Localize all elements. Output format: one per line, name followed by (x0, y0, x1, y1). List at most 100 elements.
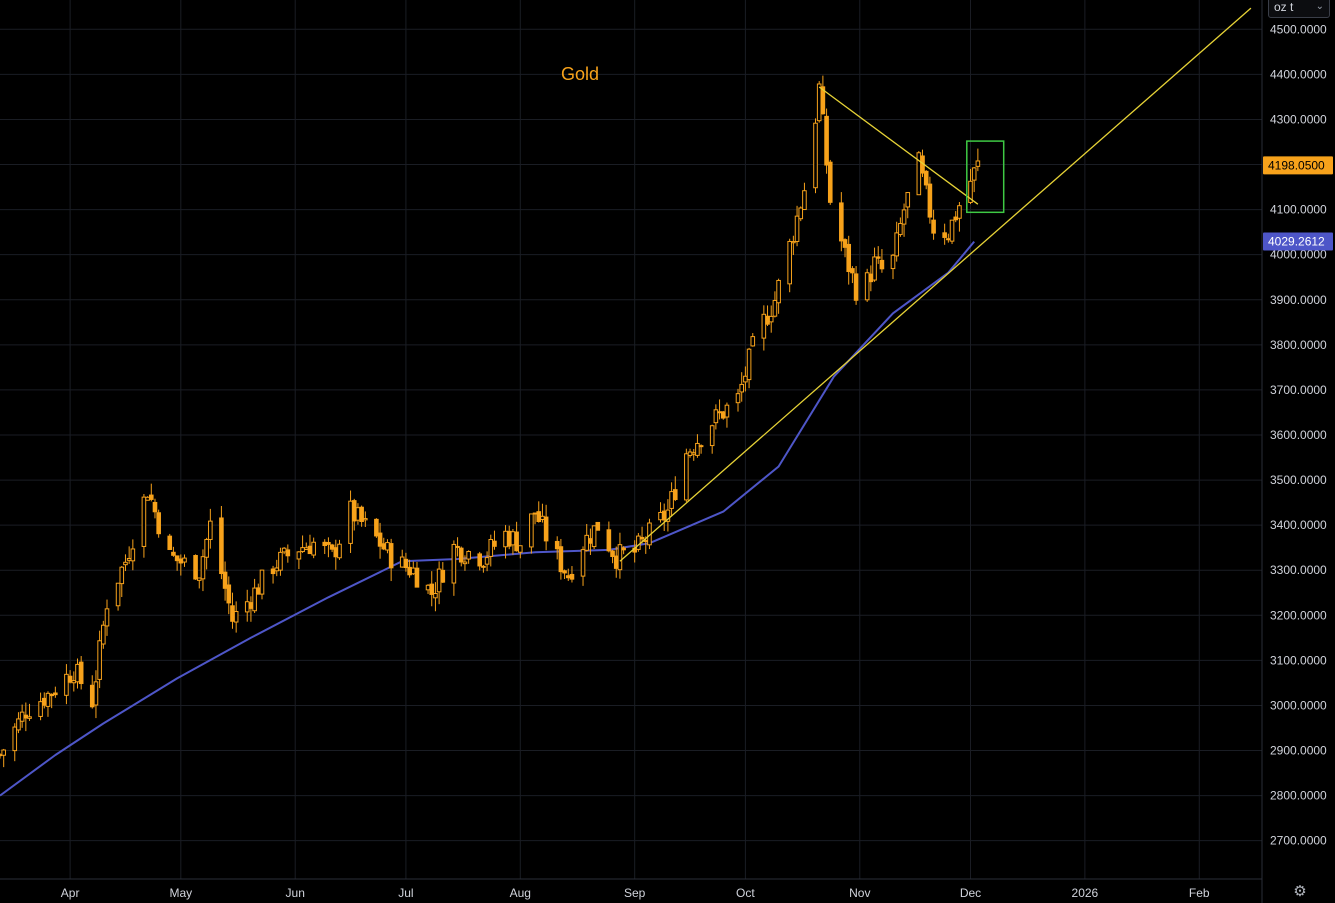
candle-body (296, 551, 302, 560)
price-axis-tick-label: 3200.0000 (1270, 608, 1327, 622)
candle-body (97, 640, 102, 680)
candle (931, 209, 936, 240)
chart-title: Gold (561, 64, 599, 84)
candle-body (842, 239, 848, 248)
candle-body (580, 549, 586, 577)
candle (458, 546, 464, 567)
highlight-box (966, 140, 1005, 214)
candle-body (64, 673, 69, 696)
candle-body (458, 547, 464, 563)
candle (1, 748, 6, 768)
candle (27, 703, 32, 721)
candle-body (462, 561, 468, 565)
candle-body (503, 530, 508, 548)
candle (429, 571, 435, 607)
candle-body (385, 542, 390, 551)
candle (827, 159, 833, 205)
candle-body (975, 160, 981, 167)
candle (595, 521, 601, 531)
candle-body (200, 556, 206, 580)
descending-trendline (818, 86, 979, 205)
candle-body (484, 557, 490, 565)
candle-body (45, 692, 51, 707)
candle-body (1, 749, 6, 756)
candle-body (141, 496, 147, 547)
candle-body (451, 543, 457, 584)
chart-grid (0, 0, 1262, 879)
unit-selector[interactable]: oz t ⌄ (1268, 0, 1330, 18)
candle-body (488, 539, 494, 557)
price-axis-tick-label: 3500.0000 (1270, 473, 1327, 487)
candle-body (968, 180, 973, 203)
candle (377, 522, 383, 559)
candle (772, 291, 778, 318)
candle-body (695, 442, 700, 456)
time-axis-tick-label: Nov (849, 886, 870, 900)
candle-body (905, 192, 911, 208)
candle-body (691, 452, 697, 455)
candle-body (407, 566, 412, 576)
candle-body (824, 115, 829, 166)
candle-body (931, 219, 936, 234)
candle (484, 551, 490, 572)
last-price-tag-background (1263, 156, 1333, 175)
candle-body (595, 521, 601, 531)
candle-body (359, 506, 364, 522)
price-axis-tick-label: 3900.0000 (1270, 293, 1327, 307)
candle (156, 509, 161, 538)
candle-body (377, 532, 383, 547)
candle-body (791, 241, 796, 244)
candle-body (613, 555, 619, 569)
candle-body (643, 540, 649, 543)
candle-body (661, 510, 667, 521)
candle (208, 508, 213, 549)
candle (949, 219, 955, 245)
candle-body (425, 584, 431, 591)
candle (927, 176, 933, 224)
candle-body (152, 501, 158, 513)
candle-body (610, 550, 615, 557)
time-axis[interactable]: Apr May Jun Jul Aug Sep Oct Nov Dec 2026 Feb (61, 886, 1210, 900)
price-axis-tick-label: 3000.0000 (1270, 698, 1327, 712)
candle-body (148, 494, 154, 500)
candle (606, 521, 612, 553)
candle-body (787, 240, 792, 285)
candle-body (529, 513, 534, 548)
ascending-trendline (619, 7, 1252, 562)
candle-body (923, 170, 929, 186)
candle (488, 534, 494, 567)
candle (259, 569, 265, 600)
price-axis-tick-label: 3400.0000 (1270, 518, 1327, 532)
candle (466, 550, 471, 564)
candle-body (433, 593, 438, 599)
gear-icon[interactable]: ⚙ (1293, 883, 1307, 900)
candle-body (591, 525, 597, 548)
candle (123, 554, 128, 572)
candle-body (554, 540, 560, 550)
candle-body (569, 573, 575, 580)
candle (879, 249, 885, 273)
candle-body (230, 605, 235, 622)
candle-body (307, 545, 313, 555)
moving-average-price-tag-label: 4029.2612 (1268, 234, 1325, 248)
candle (846, 235, 852, 285)
candle-body (743, 375, 748, 383)
candle (610, 549, 615, 564)
candle-body (820, 86, 826, 115)
moving-average-layer (0, 240, 975, 797)
candle (720, 410, 726, 420)
candle (669, 482, 674, 517)
candle (219, 505, 224, 580)
candle-body (436, 568, 442, 593)
candle (326, 537, 331, 558)
candle-body (717, 411, 722, 414)
candle-body (776, 279, 781, 304)
candle (794, 205, 800, 247)
candle (12, 723, 18, 762)
candle (842, 238, 848, 258)
candle (975, 148, 981, 172)
candle-body (333, 547, 339, 558)
candle (957, 202, 962, 232)
